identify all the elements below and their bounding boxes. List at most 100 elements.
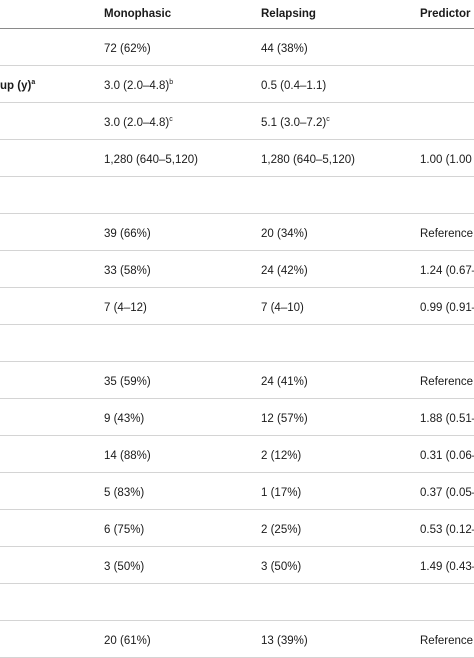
predictor-cell: 0.31 (0.06–: [420, 449, 474, 463]
relapsing-cell: 24 (42%): [261, 264, 308, 278]
predictor-cell-text: 0.37 (0.05–: [420, 487, 474, 499]
relapsing-cell-text: 3 (50%): [261, 561, 302, 573]
monophasic-cell-text: 6 (75%): [104, 524, 145, 536]
table-header-row: Monophasic Relapsing Predictor: [0, 0, 474, 29]
monophasic-cell-text: 72 (62%): [104, 43, 151, 55]
relapsing-cell: 12 (57%): [261, 412, 308, 426]
monophasic-cell-text: 3 (50%): [104, 561, 145, 573]
monophasic-cell-text: 1,280 (640–5,120): [104, 154, 198, 166]
monophasic-cell-text: 9 (43%): [104, 413, 145, 425]
monophasic-cell: 3 (50%): [104, 560, 144, 574]
monophasic-cell-text: 3.0 (2.0–4.8): [104, 80, 170, 92]
relapsing-cell-text: 1 (17%): [261, 487, 302, 499]
row-label: up (y)a: [0, 79, 35, 93]
table-row: 9 (43%) 12 (57%) 1.88 (0.51–: [0, 399, 474, 436]
predictor-cell: 1.24 (0.67–: [420, 264, 474, 278]
relapsing-cell-text: 0.5 (0.4–1.1): [261, 80, 327, 92]
relapsing-cell-text: 12 (57%): [261, 413, 308, 425]
relapsing-cell-text: 7 (4–10): [261, 302, 304, 314]
header-monophasic: Monophasic: [104, 8, 172, 20]
relapsing-cell: 1,280 (640–5,120): [261, 153, 355, 167]
monophasic-cell: 6 (75%): [104, 523, 144, 537]
monophasic-cell: 5 (83%): [104, 486, 144, 500]
header-predictor: Predictor: [420, 8, 471, 20]
predictor-cell-text: 1.24 (0.67–: [420, 265, 474, 277]
relapsing-cell-text: 2 (12%): [261, 450, 302, 462]
relapsing-cell-text: 44 (38%): [261, 43, 308, 55]
monophasic-cell: 20 (61%): [104, 634, 151, 648]
monophasic-cell-text: 35 (59%): [104, 376, 151, 388]
predictor-cell: 1.00 (1.00: [420, 153, 472, 167]
monophasic-cell: 14 (88%): [104, 449, 151, 463]
monophasic-cell-text: 33 (58%): [104, 265, 151, 277]
relapsing-cell: 0.5 (0.4–1.1): [261, 79, 326, 93]
monophasic-cell: 1,280 (640–5,120): [104, 153, 198, 167]
monophasic-cell: 35 (59%): [104, 375, 151, 389]
monophasic-cell: 33 (58%): [104, 264, 151, 278]
relapsing-cell: 2 (25%): [261, 523, 301, 537]
relapsing-cell: 13 (39%): [261, 634, 308, 648]
table-row: 39 (66%) 20 (34%) Reference: [0, 214, 474, 251]
monophasic-cell: 39 (66%): [104, 227, 151, 241]
predictor-cell: 1.49 (0.43–: [420, 560, 474, 574]
relapsing-cell: 3 (50%): [261, 560, 301, 574]
monophasic-cell-footnote-marker: c: [169, 116, 173, 123]
relapsing-cell: 7 (4–10): [261, 301, 304, 315]
monophasic-cell: 3.0 (2.0–4.8)c: [104, 116, 173, 130]
row-label-text: up (y): [0, 80, 32, 92]
predictor-cell-text: 0.99 (0.91–: [420, 302, 474, 314]
predictor-cell: 0.37 (0.05–: [420, 486, 474, 500]
predictor-cell-text: 1.00 (1.00: [420, 154, 472, 166]
monophasic-cell: 3.0 (2.0–4.8)b: [104, 79, 173, 93]
predictor-cell-text: Reference: [420, 228, 474, 240]
relapsing-cell-text: 24 (42%): [261, 265, 308, 277]
table-row: 14 (88%) 2 (12%) 0.31 (0.06–: [0, 436, 474, 473]
predictor-cell-text: Reference: [420, 376, 474, 388]
predictor-cell: 0.99 (0.91–: [420, 301, 474, 315]
table-row: 5 (83%) 1 (17%) 0.37 (0.05–: [0, 473, 474, 510]
relapsing-cell-text: 13 (39%): [261, 635, 308, 647]
monophasic-cell-text: 3.0 (2.0–4.8): [104, 117, 170, 129]
table-row: up (y)a 3.0 (2.0–4.8)b 0.5 (0.4–1.1): [0, 66, 474, 103]
table-row: 1,280 (640–5,120) 1,280 (640–5,120) 1.00 (…: [0, 140, 474, 177]
relapsing-cell: 24 (41%): [261, 375, 308, 389]
monophasic-cell: 72 (62%): [104, 42, 151, 56]
relapsing-cell: 1 (17%): [261, 486, 301, 500]
header-relapsing: Relapsing: [261, 8, 316, 20]
predictor-cell-text: 0.53 (0.12–: [420, 524, 474, 536]
monophasic-cell-text: 20 (61%): [104, 635, 151, 647]
table-row: [0, 584, 474, 621]
row-label-footnote-marker: a: [31, 79, 36, 86]
table-row: [0, 325, 474, 362]
predictor-cell-text: Reference: [420, 635, 474, 647]
predictor-cell: 1.88 (0.51–: [420, 412, 474, 426]
relapsing-cell: 44 (38%): [261, 42, 308, 56]
table-body: 72 (62%) 44 (38%) up (y)a 3.0 (2.0–4.8)b 0.5…: [0, 29, 474, 658]
predictor-cell-text: 1.49 (0.43–: [420, 561, 474, 573]
table-row: 3.0 (2.0–4.8)c 5.1 (3.0–7.2)c: [0, 103, 474, 140]
table-row: 33 (58%) 24 (42%) 1.24 (0.67–: [0, 251, 474, 288]
monophasic-cell-footnote-marker: b: [169, 79, 174, 86]
relapsing-cell: 5.1 (3.0–7.2)c: [261, 116, 330, 130]
monophasic-cell-text: 14 (88%): [104, 450, 151, 462]
predictor-cell-text: 0.31 (0.06–: [420, 450, 474, 462]
table-row: 6 (75%) 2 (25%) 0.53 (0.12–: [0, 510, 474, 547]
relapsing-cell-footnote-marker: c: [326, 116, 330, 123]
predictor-cell: Reference: [420, 634, 473, 648]
relapsing-cell: 2 (12%): [261, 449, 301, 463]
monophasic-cell-text: 39 (66%): [104, 228, 151, 240]
table-row: 7 (4–12) 7 (4–10) 0.99 (0.91–: [0, 288, 474, 325]
table-row: [0, 177, 474, 214]
monophasic-cell-text: 5 (83%): [104, 487, 145, 499]
predictor-cell: 0.53 (0.12–: [420, 523, 474, 537]
predictor-cell-text: 1.88 (0.51–: [420, 413, 474, 425]
relapsing-cell-text: 24 (41%): [261, 376, 308, 388]
monophasic-cell: 9 (43%): [104, 412, 144, 426]
table-row: 72 (62%) 44 (38%): [0, 29, 474, 66]
relapsing-cell-text: 1,280 (640–5,120): [261, 154, 355, 166]
table-row: 3 (50%) 3 (50%) 1.49 (0.43–: [0, 547, 474, 584]
relapsing-cell-text: 20 (34%): [261, 228, 308, 240]
monophasic-cell: 7 (4–12): [104, 301, 147, 315]
table-row: 20 (61%) 13 (39%) Reference: [0, 621, 474, 658]
monophasic-cell-text: 7 (4–12): [104, 302, 147, 314]
